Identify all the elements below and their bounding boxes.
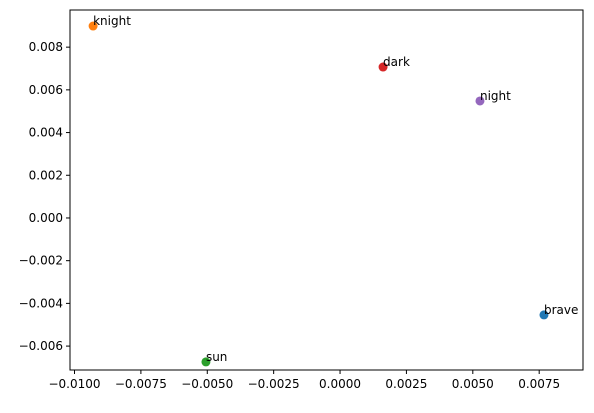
point (378, 62, 388, 72)
y-tick-label: 0.004 (29, 126, 63, 140)
point-label: brave (544, 303, 578, 317)
x-tick-label: 0.0050 (452, 377, 494, 391)
point (475, 96, 485, 106)
y-tick-label: 0.008 (29, 40, 63, 54)
x-tick-label: −0.0025 (248, 377, 300, 391)
y-tick-label: −0.006 (19, 339, 63, 353)
point (201, 357, 211, 367)
point-label: night (480, 89, 511, 103)
y-tick-label: 0.006 (29, 83, 63, 97)
point-label: dark (383, 55, 410, 69)
x-tick-label: −0.0100 (48, 377, 100, 391)
y-tick-label: 0.000 (29, 211, 63, 225)
plot-frame (69, 9, 584, 371)
point (88, 21, 98, 31)
point-label: knight (93, 14, 131, 28)
x-tick-label: −0.0050 (181, 377, 233, 391)
point (539, 310, 549, 320)
x-tick-label: 0.0000 (319, 377, 361, 391)
y-tick-label: 0.002 (29, 168, 63, 182)
point-label: sun (206, 350, 227, 364)
y-tick-label: −0.002 (19, 254, 63, 268)
x-tick-label: 0.0025 (385, 377, 427, 391)
x-tick-label: −0.0075 (115, 377, 167, 391)
y-tick-label: −0.004 (19, 296, 63, 310)
x-tick-label: 0.0075 (518, 377, 560, 391)
